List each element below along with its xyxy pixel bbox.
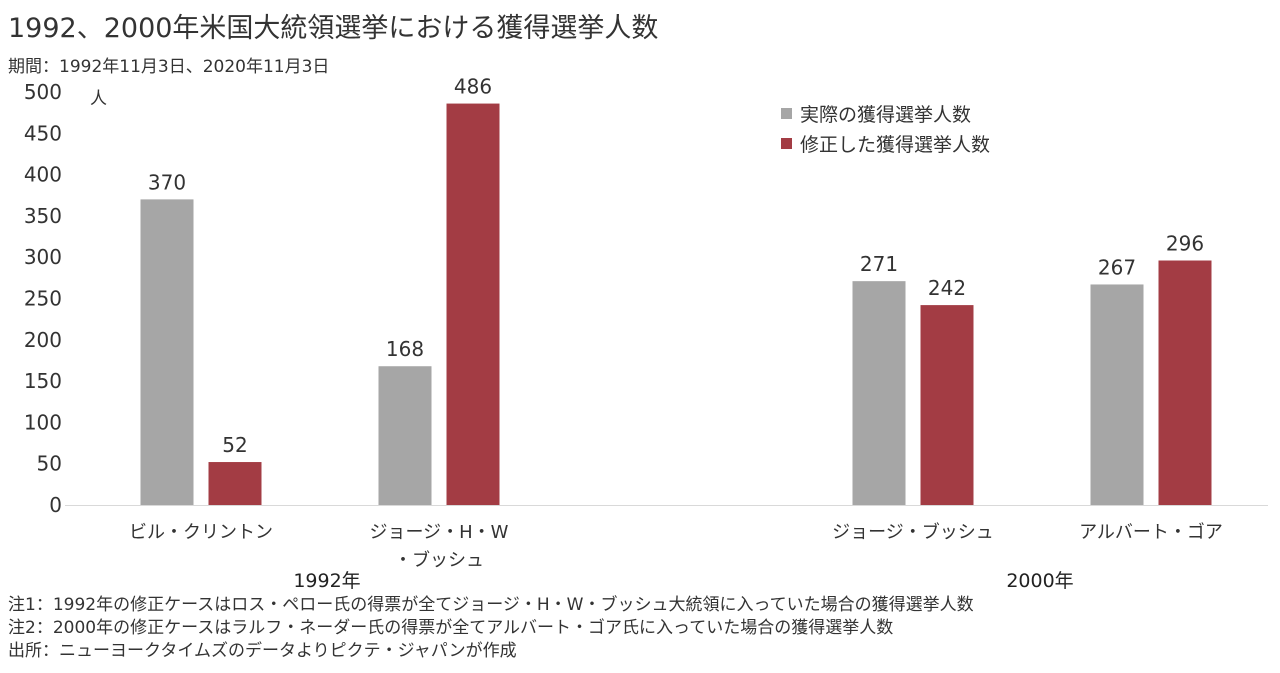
data-label: 370	[148, 170, 186, 194]
data-label: 271	[860, 252, 898, 276]
bar-modified	[1158, 260, 1212, 505]
y-tick-label: 150	[24, 369, 62, 393]
source-note: 出所：ニューヨークタイムズのデータよりピクテ・ジャパンが作成	[8, 641, 517, 661]
note-2: 注2：2000年の修正ケースはラルフ・ネーダー氏の得票が全てアルバート・ゴア氏に…	[8, 618, 894, 638]
y-tick-label: 100	[24, 410, 62, 434]
footnotes: 注1：1992年の修正ケースはロス・ペロー氏の得票が全てジョージ・H・W・ブッシ…	[8, 594, 974, 663]
y-tick-label: 400	[24, 163, 62, 187]
bar-modified	[208, 462, 262, 505]
y-tick-label: 50	[37, 452, 62, 476]
category-label: ・ブッシュ	[394, 549, 484, 571]
chart-subtitle: 期間：1992年11月3日、2020年11月3日	[8, 57, 330, 77]
y-tick-label: 500	[24, 80, 62, 104]
y-tick-label: 450	[24, 121, 62, 145]
data-label: 168	[386, 337, 424, 361]
legend-swatch	[781, 108, 792, 119]
category-label: ビル・クリントン	[129, 522, 273, 543]
y-tick-label: 300	[24, 245, 62, 269]
y-tick-label: 250	[24, 287, 62, 311]
legend-label: 実際の獲得選挙人数	[800, 104, 971, 126]
category-label: ジョージ・H・W	[370, 522, 509, 543]
y-tick-label: 350	[24, 204, 62, 228]
data-label: 242	[928, 276, 966, 300]
y-tick-label: 200	[24, 328, 62, 352]
y-unit-label: 人	[90, 89, 107, 109]
bar-actual	[852, 281, 906, 505]
data-label: 486	[454, 75, 492, 99]
bar-actual	[378, 366, 432, 505]
bar-modified	[920, 305, 974, 505]
data-label: 52	[222, 433, 247, 457]
chart-title: 1992、2000年米国大統領選挙における獲得選挙人数	[8, 13, 659, 44]
bar-actual	[140, 199, 194, 505]
legend-label: 修正した獲得選挙人数	[800, 134, 990, 156]
y-tick-label: 0	[49, 493, 62, 517]
group-label: 1992年	[293, 570, 360, 592]
category-label: ジョージ・ブッシュ	[832, 521, 994, 543]
data-label: 296	[1166, 232, 1204, 256]
category-label: アルバート・ゴア	[1079, 522, 1223, 543]
legend-swatch	[781, 138, 792, 149]
data-label: 267	[1098, 255, 1136, 279]
group-label: 2000年	[1006, 570, 1073, 592]
note-1: 注1：1992年の修正ケースはロス・ペロー氏の得票が全てジョージ・H・W・ブッシ…	[8, 595, 974, 615]
bar-actual	[1090, 284, 1144, 505]
bar-modified	[446, 103, 500, 506]
